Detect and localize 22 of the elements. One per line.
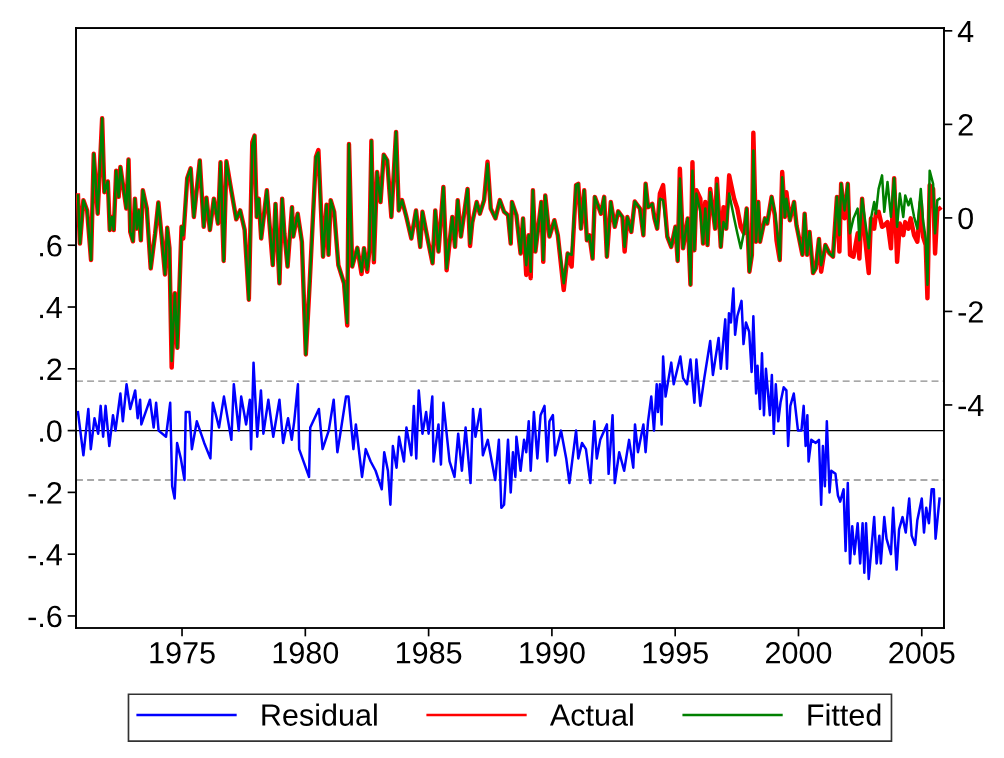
x-tick-label: 1980 <box>273 642 339 664</box>
y2-tick-label: 0 <box>958 207 973 230</box>
legend-label: Fitted <box>808 703 881 726</box>
x-tick-label: 1985 <box>396 642 462 664</box>
y-tick-label: .2 <box>40 358 62 380</box>
y-tick-label: -.2 <box>28 482 62 504</box>
x-tick-label: 1990 <box>520 642 585 664</box>
x-tick-label: 2005 <box>889 642 955 664</box>
y2-tick-label: -4 <box>958 395 984 417</box>
y2-tick-label: 2 <box>958 114 973 136</box>
legend-label: Actual <box>549 703 633 726</box>
x-tick-label: 1975 <box>150 642 215 664</box>
x-tick-label: 1995 <box>643 642 708 664</box>
y-tick-label: -.6 <box>28 605 62 628</box>
y-tick-label: .4 <box>40 297 62 319</box>
x-tick-label: 2000 <box>766 642 832 664</box>
y-tick-label: -.4 <box>28 544 62 566</box>
y-tick-label: .6 <box>40 234 62 257</box>
y-tick-label: .0 <box>40 420 62 442</box>
legend-label: Residual <box>262 703 377 726</box>
y2-tick-label: 4 <box>957 20 974 42</box>
y2-tick-label: -2 <box>958 301 983 323</box>
